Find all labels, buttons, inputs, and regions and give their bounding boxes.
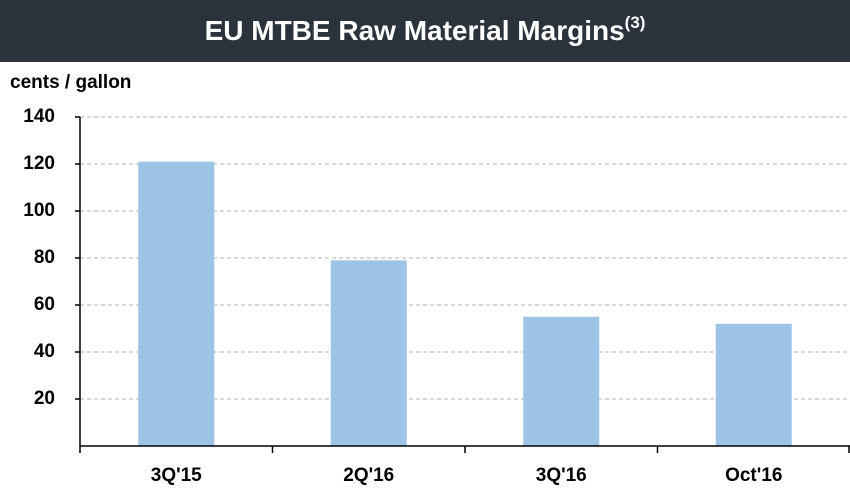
y-tick-label: 60 xyxy=(34,294,55,315)
y-tick-label: 20 xyxy=(34,388,55,409)
title-main: EU MTBE Raw Material Margins xyxy=(205,15,625,46)
bar xyxy=(523,316,600,446)
y-tick-label: 100 xyxy=(23,200,55,221)
bar xyxy=(715,323,792,446)
title-note: (3) xyxy=(625,13,646,32)
x-tick-label: 3Q'16 xyxy=(536,465,587,486)
y-tick-label: 80 xyxy=(34,247,55,268)
chart-title: EU MTBE Raw Material Margins(3) xyxy=(205,13,646,46)
y-tick-label: 120 xyxy=(23,153,55,174)
header-bar xyxy=(0,0,850,62)
y-tick-label: 140 xyxy=(23,106,55,127)
x-tick-label: 2Q'16 xyxy=(343,465,394,486)
y-axis-label: cents / gallon xyxy=(10,72,131,93)
y-tick-label: 40 xyxy=(34,341,55,362)
bar xyxy=(138,161,215,446)
x-tick-label: 3Q'15 xyxy=(151,465,202,486)
x-tick-label: Oct'16 xyxy=(725,465,782,486)
bar xyxy=(330,260,407,446)
